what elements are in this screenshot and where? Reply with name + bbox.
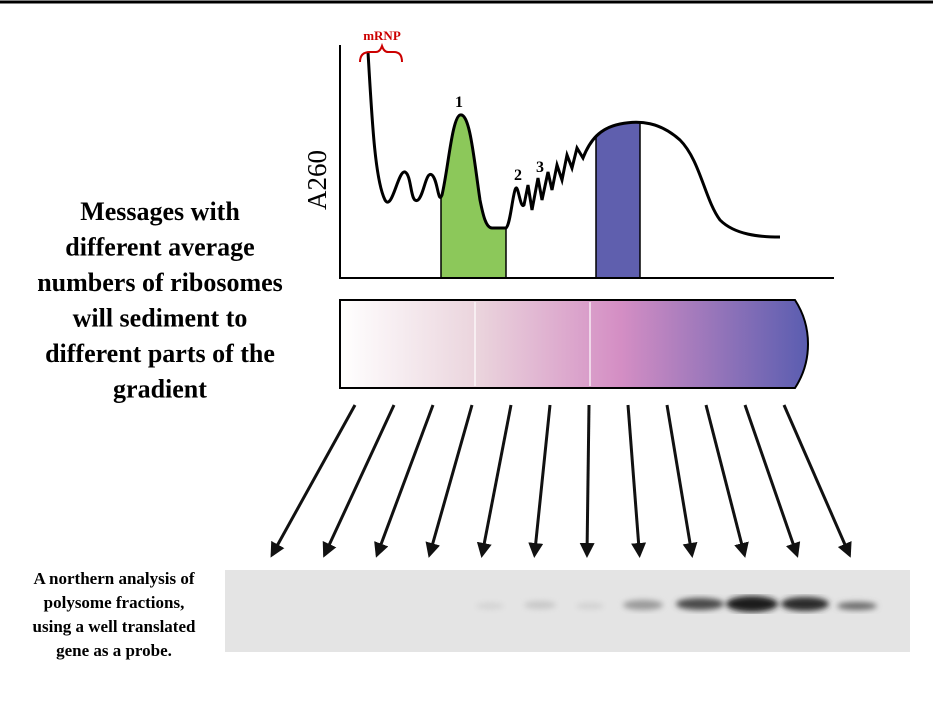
band	[726, 596, 778, 612]
arrow	[322, 404, 396, 558]
description-line: numbers of ribosomes	[37, 268, 283, 297]
description-line: different average	[65, 233, 254, 262]
band	[837, 602, 877, 610]
band	[476, 603, 504, 609]
description-line: will sediment to	[73, 304, 248, 333]
band	[623, 600, 663, 610]
peak-label: 1	[455, 94, 463, 111]
northern-caption: A northern analysis of polysome fractions…	[33, 569, 196, 660]
band	[676, 598, 724, 610]
arrow	[704, 404, 749, 558]
fraction-arrows	[270, 404, 852, 558]
mrnp-bracket	[359, 42, 403, 63]
northern-blot	[225, 570, 910, 652]
arrow	[425, 404, 474, 558]
caption-line: polysome fractions,	[44, 593, 185, 612]
arrow	[270, 404, 357, 558]
arrow	[476, 404, 513, 558]
mrnp-label: mRNP	[363, 28, 401, 43]
blot-bands	[476, 596, 877, 612]
arrow	[782, 404, 852, 558]
description: Messages with different average numbers of…	[37, 197, 283, 404]
arrow	[579, 404, 595, 558]
polysome-fraction	[595, 52, 641, 278]
y-axis-label: A260	[302, 150, 332, 210]
caption-line: A northern analysis of	[33, 569, 194, 588]
band	[524, 601, 556, 609]
arrow	[626, 404, 647, 558]
arrow	[665, 404, 698, 558]
arrow	[374, 404, 435, 558]
gradient-tube	[339, 299, 810, 389]
description-line: gradient	[113, 375, 207, 404]
caption-line: gene as a probe.	[56, 641, 172, 660]
description-line: different parts of the	[45, 339, 275, 368]
arrow	[743, 404, 801, 558]
absorbance-curve	[366, 51, 781, 239]
caption-line: using a well translated	[33, 617, 196, 636]
description-line: Messages with	[80, 197, 240, 226]
band	[781, 597, 829, 611]
band	[576, 603, 604, 609]
arrow	[528, 404, 552, 558]
peak-label: 3	[536, 159, 544, 176]
peak-label: 2	[514, 167, 522, 184]
